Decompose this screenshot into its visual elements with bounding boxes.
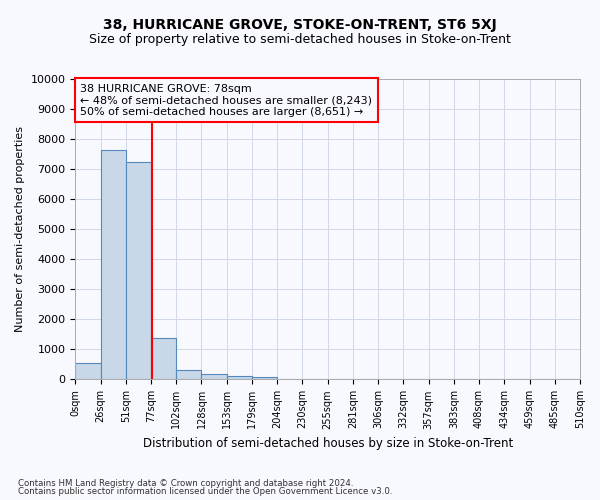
Bar (202, 374, 227, 380)
X-axis label: Distribution of semi-detached houses by size in Stoke-on-Trent: Distribution of semi-detached houses by … (143, 437, 513, 450)
Text: 38 HURRICANE GROVE: 78sqm
← 48% of semi-detached houses are smaller (8,243)
50% : 38 HURRICANE GROVE: 78sqm ← 48% of semi-… (80, 84, 373, 116)
Text: 38, HURRICANE GROVE, STOKE-ON-TRENT, ST6 5XJ: 38, HURRICANE GROVE, STOKE-ON-TRENT, ST6… (103, 18, 497, 32)
Text: Contains public sector information licensed under the Open Government Licence v3: Contains public sector information licen… (18, 487, 392, 496)
Text: Contains HM Land Registry data © Crown copyright and database right 2024.: Contains HM Land Registry data © Crown c… (18, 478, 353, 488)
Text: Size of property relative to semi-detached houses in Stoke-on-Trent: Size of property relative to semi-detach… (89, 32, 511, 46)
Bar (126, 162, 151, 380)
Y-axis label: Number of semi-detached properties: Number of semi-detached properties (15, 126, 25, 332)
Bar (151, 338, 176, 380)
Bar (75, 363, 101, 380)
Bar (252, 376, 277, 380)
Bar (101, 150, 126, 380)
Bar (227, 376, 252, 380)
Bar (176, 370, 202, 380)
